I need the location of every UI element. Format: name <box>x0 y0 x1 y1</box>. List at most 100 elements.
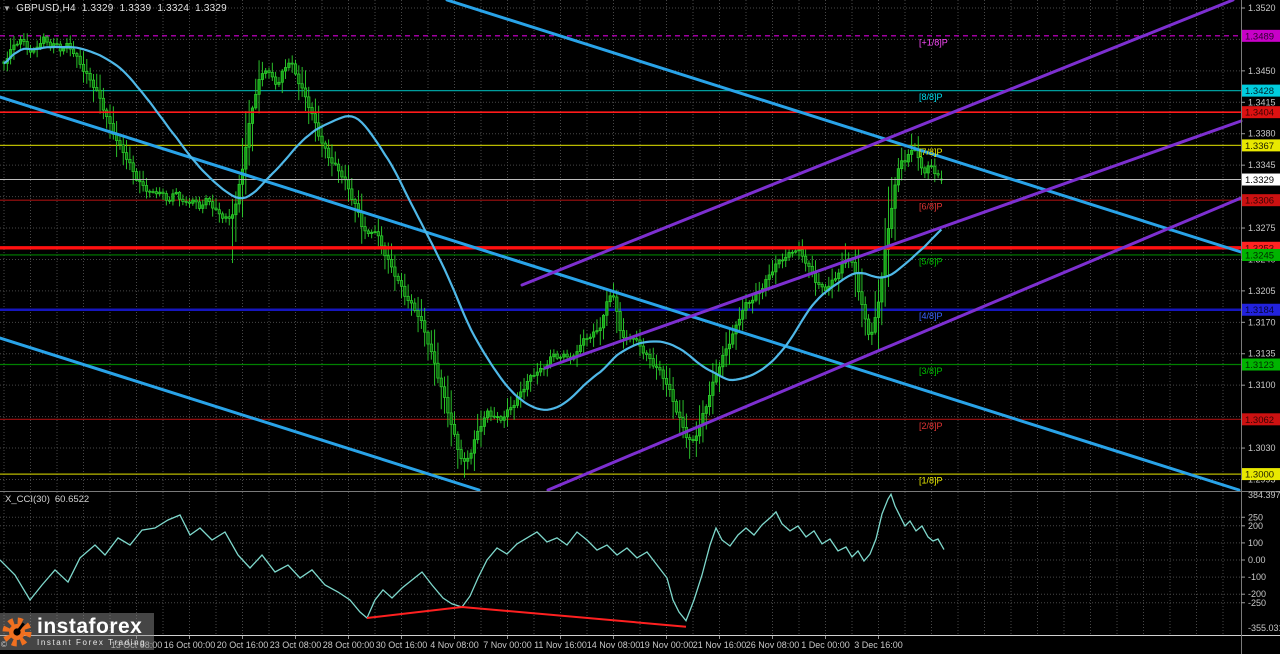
candle-body <box>187 201 192 204</box>
candle-body <box>227 216 231 219</box>
candle-body <box>168 199 172 202</box>
candle-body <box>12 44 16 50</box>
candle-body <box>15 43 19 46</box>
candle-body <box>260 73 264 80</box>
candle-body <box>376 231 380 237</box>
candle-body <box>870 331 874 335</box>
candle-body <box>128 159 132 164</box>
ascending-channel-top <box>520 0 1235 287</box>
candle-body <box>717 366 722 376</box>
candle-body <box>804 255 808 264</box>
candle-body <box>621 330 625 338</box>
moving-average-line <box>3 45 943 411</box>
candle-body <box>19 39 23 45</box>
candle-body <box>201 204 205 209</box>
price-badge <box>1242 29 1280 42</box>
candle-body <box>396 275 400 281</box>
indicator-name: X_CCI(30) <box>5 494 50 505</box>
candle-body <box>214 207 218 211</box>
candle-body <box>267 70 271 73</box>
price-badge <box>1242 468 1280 481</box>
time-axis-label: 14 Nov 08:00 <box>587 640 641 650</box>
candle-body <box>499 416 503 421</box>
candle-body <box>486 410 490 419</box>
candle-body <box>426 331 430 345</box>
candle-body <box>777 259 781 265</box>
candle-body <box>353 199 357 205</box>
candle-body <box>462 458 466 462</box>
candle-body <box>873 317 877 333</box>
candle-body <box>857 273 861 293</box>
time-axis-label: 11 Nov 16:00 <box>534 640 587 650</box>
candle-body <box>231 214 235 219</box>
candle-body <box>346 179 351 190</box>
price-badge-value: 1.3184 <box>1245 305 1274 316</box>
candle-body <box>439 377 443 388</box>
murrey-level-label: [2/8]P <box>919 421 943 431</box>
time-axis-label: 13 Oct 08:00 <box>111 640 163 650</box>
candle-body <box>350 188 354 200</box>
candle-body <box>472 439 476 454</box>
candle-body <box>247 123 251 148</box>
candle-body <box>780 259 784 262</box>
price-badge-value: 1.3000 <box>1245 470 1274 481</box>
candle-body <box>290 62 294 65</box>
candle-body <box>920 157 924 169</box>
candle-body <box>585 338 589 340</box>
candle-body <box>711 381 715 396</box>
candle-body <box>555 353 559 359</box>
candle-body <box>45 36 49 43</box>
candle-body <box>469 452 473 459</box>
candle-body <box>744 302 748 311</box>
candle-body <box>817 282 821 285</box>
candle-body <box>280 70 284 83</box>
candle-body <box>890 207 894 229</box>
candle-body <box>22 39 26 42</box>
price-badge-value: 1.3245 <box>1245 250 1274 261</box>
candle-body <box>933 165 937 175</box>
price-tick-label: 1.3135 <box>1248 349 1276 359</box>
candle-body <box>161 191 165 194</box>
candle-body <box>764 279 768 289</box>
candle-body <box>784 256 788 261</box>
candle-body <box>867 318 871 335</box>
candle-body <box>714 374 718 383</box>
candle-body <box>323 142 327 149</box>
candle-body <box>602 314 606 329</box>
candle-body <box>399 280 404 287</box>
copyright-mark: © <box>1 640 7 649</box>
candle-body <box>800 249 804 257</box>
candle-body <box>419 316 423 322</box>
candle-body <box>270 72 274 78</box>
candle-body <box>217 209 221 215</box>
candle-body <box>482 417 486 427</box>
candle-body <box>688 437 692 440</box>
candle-body <box>373 231 377 233</box>
candle-body <box>370 231 374 234</box>
candle-body <box>310 107 314 115</box>
chart-title-bar[interactable]: ▼ GBPUSD,H4 1.3329 1.3339 1.3324 1.3329 <box>3 3 227 14</box>
candle-body <box>790 251 794 254</box>
murrey-level-label: [5/8]P <box>919 256 943 266</box>
candle-body <box>522 388 526 393</box>
candle-body <box>731 333 735 345</box>
candle-body <box>383 245 387 257</box>
candle-body <box>532 374 536 377</box>
candle-body <box>926 165 930 174</box>
chevron-down-icon[interactable]: ▼ <box>3 4 12 13</box>
cci-trend-line <box>366 605 687 628</box>
candle-body <box>459 449 463 459</box>
candle-body <box>287 62 291 68</box>
cci-max-label: 384.3971 <box>1248 490 1280 500</box>
candle-body <box>211 201 215 209</box>
candle-body <box>380 235 384 247</box>
candle-body <box>661 369 665 379</box>
candle-body <box>840 262 844 274</box>
candle-body <box>565 353 569 358</box>
candle-body <box>562 353 566 358</box>
candle-body <box>98 89 102 99</box>
price-tick-label: 1.3170 <box>1248 317 1276 327</box>
candle-body <box>91 79 95 88</box>
